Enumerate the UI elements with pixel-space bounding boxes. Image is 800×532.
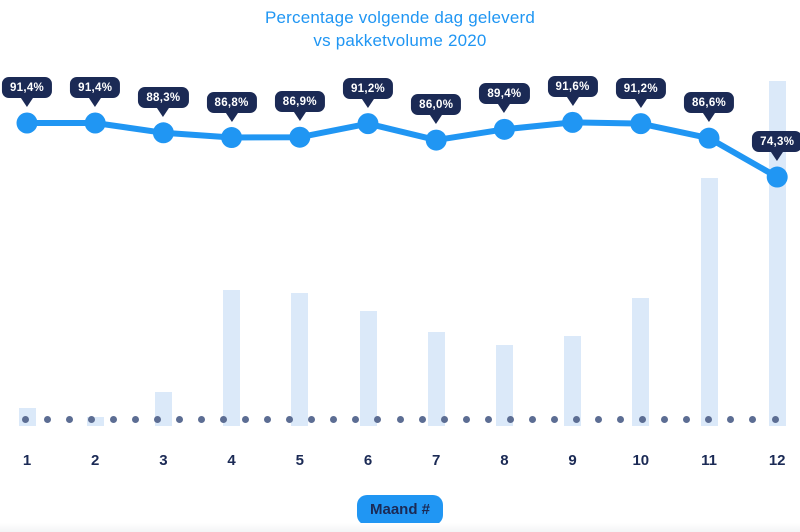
volume-bar (223, 290, 241, 426)
baseline-dot (220, 415, 228, 423)
chart-title-line2: vs pakketvolume 2020 (313, 31, 487, 50)
baseline-dot (352, 415, 360, 423)
value-tooltip: 89,4% (479, 83, 530, 105)
value-tooltip: 86,6% (683, 92, 735, 114)
baseline-dot (418, 415, 426, 423)
x-tick-label: 7 (432, 452, 441, 469)
baseline-dot (242, 415, 250, 423)
baseline-dot (462, 415, 470, 423)
x-tick-label: 2 (91, 452, 100, 469)
line-marker (289, 126, 311, 148)
baseline-dot (484, 415, 492, 423)
baseline-dot (21, 415, 29, 423)
baseline-dot (528, 415, 536, 423)
baseline-dot (727, 415, 735, 423)
volume-bar (427, 332, 445, 426)
value-tooltip: 91,4% (1, 77, 53, 98)
baseline-dot (264, 415, 272, 423)
value-tooltip: 86,9% (274, 91, 325, 113)
volume-bar (768, 81, 786, 426)
baseline-dot (595, 415, 603, 423)
baseline-dot (330, 415, 338, 423)
baseline-dot (550, 415, 558, 423)
value-tooltip: 74,3% (752, 131, 800, 153)
baseline-dot (705, 415, 713, 423)
line-marker (562, 111, 584, 133)
x-tick-label: 8 (500, 452, 509, 469)
x-tick-label: 11 (701, 452, 717, 469)
line-marker (766, 166, 788, 188)
value-tooltip: 91,6% (547, 76, 598, 98)
value-tooltip: 86,0% (411, 94, 462, 116)
baseline-dot (440, 415, 448, 423)
chart-title-line1: Percentage volgende dag geleverd (264, 8, 536, 27)
volume-bar (700, 177, 718, 426)
baseline-dot (617, 415, 625, 423)
baseline-dot (175, 415, 183, 423)
volume-bar (86, 417, 104, 426)
x-axis-title-badge: Maand # (356, 495, 444, 525)
line-marker (425, 129, 447, 151)
baseline-dot (131, 415, 139, 423)
baseline-dot (308, 415, 316, 423)
baseline-dot (683, 415, 691, 423)
x-tick-label: 5 (295, 452, 304, 469)
line-marker (357, 113, 379, 135)
volume-bar (632, 298, 650, 426)
baseline-dot (153, 415, 161, 423)
x-tick-label: 10 (632, 452, 650, 469)
baseline-dot (661, 415, 669, 423)
line-marker (698, 127, 720, 149)
baseline-dot (639, 415, 647, 423)
line-marker (84, 112, 106, 134)
baseline-dot (374, 415, 382, 423)
value-tooltip: 91,2% (615, 77, 666, 99)
value-tooltip: 88,3% (138, 86, 189, 108)
volume-bar (291, 292, 309, 426)
value-tooltip: 91,4% (70, 77, 121, 98)
x-tick-label: 3 (159, 452, 168, 469)
baseline-dot (65, 415, 73, 423)
volume-bar (359, 311, 377, 426)
x-tick-label: 12 (768, 452, 786, 469)
baseline-dot (771, 415, 779, 423)
baseline-dot (109, 415, 117, 423)
baseline-dot (197, 415, 205, 423)
baseline-dot (87, 415, 95, 423)
line-marker (221, 127, 243, 149)
baseline-dot (286, 415, 294, 423)
x-tick-label: 9 (568, 452, 577, 469)
line-marker (16, 112, 38, 134)
baseline-dot (573, 415, 580, 423)
x-tick-label: 6 (363, 452, 373, 469)
line-marker (630, 113, 652, 135)
line-marker (152, 122, 174, 144)
chart-title: Percentage volgende dag geleverd vs pakk… (0, 6, 800, 52)
baseline-dot (43, 415, 51, 423)
value-tooltip: 91,2% (342, 77, 394, 99)
baseline-dot (749, 415, 757, 423)
baseline-dot (396, 415, 404, 423)
delivery-line (24, 119, 781, 181)
volume-bar (495, 344, 513, 426)
value-tooltip: 86,8% (206, 91, 257, 113)
baseline-dot (506, 415, 514, 423)
page-bottom-edge (0, 523, 800, 532)
x-tick-label: 1 (22, 452, 32, 469)
volume-bar (564, 335, 582, 426)
line-marker (493, 118, 515, 140)
x-tick-label: 4 (227, 452, 236, 469)
